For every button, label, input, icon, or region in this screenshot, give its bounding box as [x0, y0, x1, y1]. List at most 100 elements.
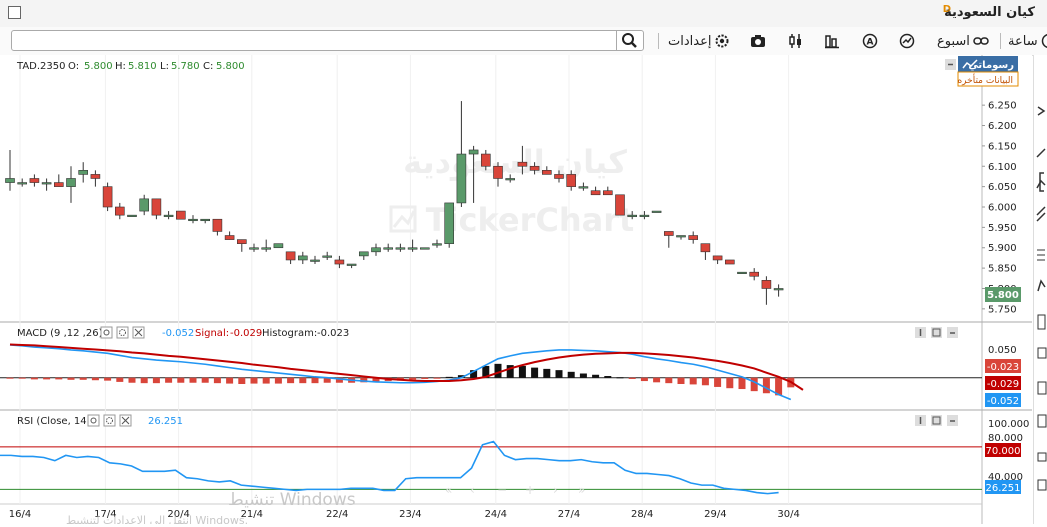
- date-axis-tick: 17/4: [94, 509, 116, 520]
- shape-tool-icon[interactable]: [1037, 381, 1047, 395]
- period-hour-button[interactable]: ساعة: [1008, 32, 1047, 50]
- candle-body: [5, 178, 15, 183]
- indicators-icon: [789, 34, 801, 48]
- indicators-button[interactable]: [788, 32, 804, 50]
- macd-histogram-bar: [91, 377, 99, 381]
- ohlc-close: 5.800: [216, 61, 245, 72]
- macd-title: MACD (9 ,12 ,26): [17, 328, 103, 339]
- macd-line: [9, 344, 792, 401]
- expand-icon[interactable]: [1037, 106, 1046, 116]
- trend-tool-icon[interactable]: [1036, 179, 1046, 189]
- ohlc-symbol: TAD.2350: [16, 61, 66, 72]
- macd-histogram-bar: [79, 377, 87, 380]
- rsi-maximize-button[interactable]: [915, 415, 926, 426]
- macd-histogram-bar: [482, 365, 490, 378]
- candle-body: [676, 235, 686, 238]
- macd-histogram-bar: [104, 377, 112, 381]
- price-chart[interactable]: كيان السعودية TickerChart TAD.2350 O: 5.…: [0, 55, 1033, 524]
- text-tool-icon[interactable]: [1037, 414, 1047, 428]
- macd-histogram-bar: [457, 375, 465, 378]
- candle-body: [29, 178, 40, 183]
- macd-restore-button[interactable]: [931, 327, 942, 338]
- bar-chart-icon: [825, 35, 839, 49]
- delayed-data-notice: [957, 71, 1019, 87]
- macd-histogram-bar: [665, 377, 673, 384]
- macd-histogram-bar: [360, 377, 368, 383]
- rsi-visibility-button[interactable]: [87, 414, 100, 427]
- lines-tool-icon[interactable]: [1036, 206, 1046, 222]
- candle-body: [651, 210, 662, 213]
- macd-minimize-button[interactable]: [947, 327, 958, 338]
- ohlc-open-label: O:: [68, 61, 79, 72]
- search-input[interactable]: [16, 32, 620, 51]
- macd-histogram-bar: [116, 377, 124, 382]
- zoom-out-icon[interactable]: −: [497, 483, 507, 497]
- macd-histogram-bar: [43, 377, 51, 380]
- search-button[interactable]: [616, 31, 643, 50]
- price-axis-tick: 5.750: [988, 304, 1017, 315]
- chart-navigation-controls[interactable]: « ‹ − + › »: [445, 483, 585, 497]
- candle-body: [737, 271, 747, 274]
- candle-body: [78, 170, 88, 175]
- macd-histogram-bar: [55, 377, 63, 380]
- window-titlebar: D كيان السعودية: [0, 0, 1047, 28]
- clock-icon: [1041, 33, 1047, 49]
- rsi-value: 26.251: [148, 416, 183, 427]
- macd-settings-button[interactable]: [116, 326, 129, 339]
- period-week-button[interactable]: اسبوع: [937, 32, 989, 50]
- nav-next-icon[interactable]: ›: [553, 483, 558, 497]
- macd-visibility-button[interactable]: [100, 326, 113, 339]
- macd-histogram-bar: [762, 377, 770, 394]
- zoom-in-icon[interactable]: +: [525, 483, 535, 497]
- auto-scale-button[interactable]: A: [862, 32, 878, 50]
- ohlc-high-label: H:: [115, 61, 126, 72]
- macd-histogram-bar: [775, 377, 783, 396]
- macd-signal-label: Signal:: [195, 328, 229, 339]
- fib-tool-icon[interactable]: [1037, 249, 1045, 261]
- macd-series: [0, 343, 982, 401]
- candle-body: [151, 198, 162, 216]
- os-activation-title: تنشيط Windows: [228, 490, 356, 510]
- watermark-arabic: كيان السعودية: [403, 143, 627, 181]
- candle-body: [310, 259, 320, 262]
- compare-button[interactable]: [899, 32, 915, 50]
- delete-tool-icon[interactable]: [1037, 479, 1047, 491]
- nav-last-icon[interactable]: »: [578, 483, 585, 497]
- macd-histogram-bar: [518, 365, 526, 378]
- pitchfork-tool-icon[interactable]: [1037, 279, 1046, 292]
- macd-maximize-button[interactable]: [915, 327, 926, 338]
- svg-text:26.251: 26.251: [986, 483, 1021, 494]
- macd-close-button[interactable]: [132, 326, 145, 339]
- rsi-close-button[interactable]: [119, 414, 132, 427]
- macd-histogram-bar: [653, 377, 661, 383]
- nav-prev-icon[interactable]: ‹: [470, 483, 475, 497]
- macd-histogram-bar: [238, 377, 246, 384]
- link-tool-icon[interactable]: [1037, 452, 1047, 462]
- window-menu-button[interactable]: [8, 6, 21, 19]
- macd-histogram-bar: [177, 377, 185, 383]
- screenshot-button[interactable]: [750, 32, 766, 50]
- chart-type-button[interactable]: [824, 32, 840, 50]
- rect-tool-icon[interactable]: [1037, 347, 1047, 359]
- rsi-restore-button[interactable]: [931, 415, 942, 426]
- macd-histogram-bar: [299, 377, 307, 384]
- macd-histogram-bar: [128, 377, 136, 383]
- pen-icon[interactable]: [1036, 148, 1046, 158]
- nav-first-icon[interactable]: «: [445, 483, 452, 497]
- settings-button[interactable]: إعدادات: [668, 32, 730, 50]
- watermark-logo-icon: [389, 205, 417, 233]
- ruler-tool-icon[interactable]: [1037, 314, 1046, 330]
- toolbar-separator: [658, 33, 659, 49]
- rsi-minimize-button[interactable]: [947, 415, 958, 426]
- candle-body: [724, 259, 735, 265]
- my-drawings-button[interactable]: رسوماتي: [958, 56, 1018, 72]
- candle-body: [663, 231, 674, 236]
- macd-histogram-label: Histogram:: [262, 328, 317, 339]
- macd-histogram-bar: [311, 377, 319, 384]
- pane-collapse-button[interactable]: [945, 59, 956, 70]
- candle-body: [17, 182, 28, 185]
- bracket-icon[interactable]: [1039, 172, 1044, 192]
- candle-body: [127, 214, 137, 217]
- rsi-settings-button[interactable]: [103, 414, 116, 427]
- candle-body: [480, 153, 491, 167]
